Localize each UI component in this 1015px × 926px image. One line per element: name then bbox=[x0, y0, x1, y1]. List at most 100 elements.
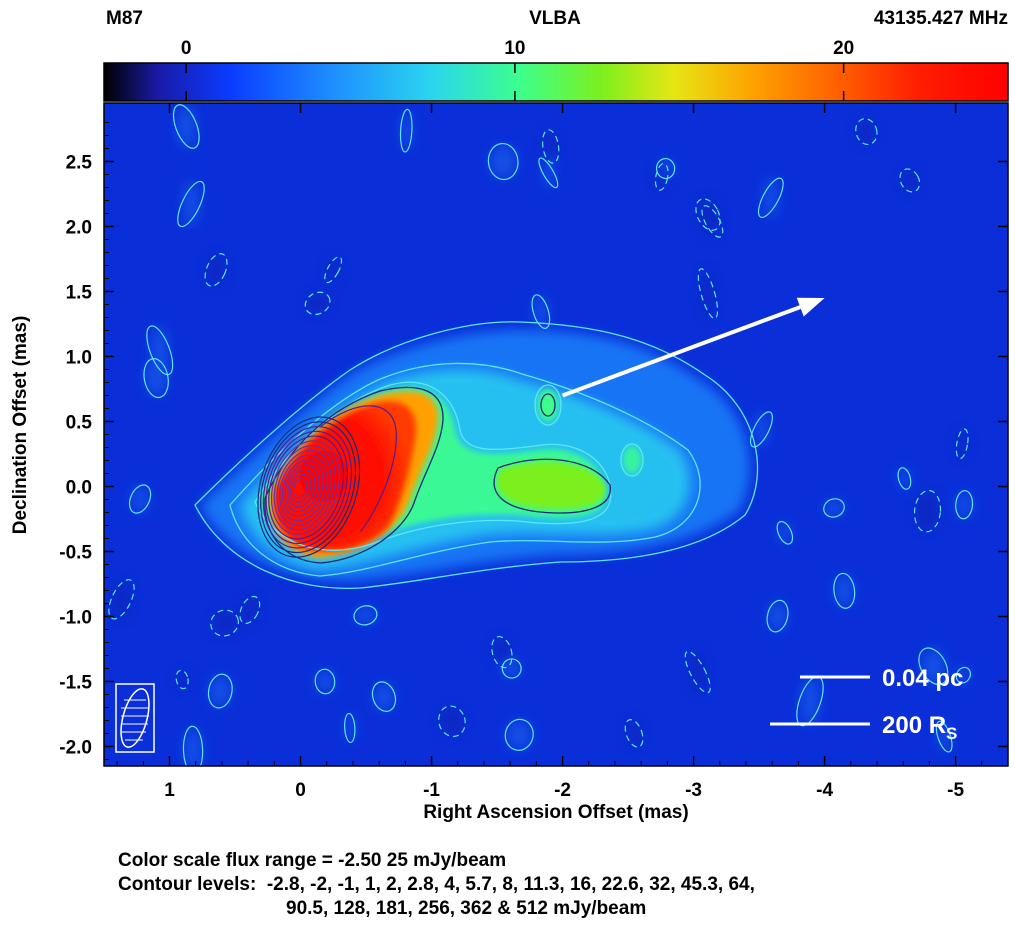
noise-contour bbox=[371, 681, 397, 712]
noise-contour bbox=[531, 294, 551, 329]
noise-contour bbox=[146, 325, 174, 376]
noise-contour bbox=[749, 411, 773, 448]
y-tick-label: -2.0 bbox=[59, 738, 92, 759]
noise-contour bbox=[823, 498, 845, 518]
noise-patch bbox=[112, 580, 131, 619]
noise-contour bbox=[918, 647, 949, 685]
y-tick-label: -1.5 bbox=[59, 673, 92, 694]
negative-contour bbox=[654, 163, 669, 191]
y-tick-label: 1.5 bbox=[66, 283, 93, 304]
noise-contour bbox=[757, 177, 784, 218]
noise-patch bbox=[209, 675, 231, 707]
x-tick-label: -4 bbox=[816, 780, 833, 801]
noise-patch bbox=[493, 637, 511, 667]
header-center: VLBA bbox=[529, 8, 581, 29]
scale-bar-rs: 200 RS bbox=[770, 712, 957, 743]
noise-contour bbox=[897, 467, 912, 490]
x-tick-label: 1 bbox=[164, 780, 175, 801]
negative-contour bbox=[855, 118, 878, 146]
core-contour bbox=[270, 440, 340, 535]
negative-contour bbox=[438, 705, 466, 738]
negative-contour bbox=[695, 198, 721, 231]
core-contour bbox=[290, 473, 312, 503]
core-contour bbox=[287, 468, 316, 508]
noise-contour bbox=[353, 605, 378, 626]
header-left: M87 bbox=[106, 8, 143, 29]
core-contour bbox=[262, 425, 353, 549]
core-contour bbox=[276, 449, 332, 526]
noise-patch bbox=[503, 659, 521, 678]
scale-bar-pc: 0.04 pc bbox=[800, 665, 963, 692]
noise-patch bbox=[440, 707, 464, 736]
noise-contour bbox=[314, 668, 336, 695]
noise-patch bbox=[691, 651, 705, 693]
x-tick-label: 0 bbox=[295, 780, 306, 801]
jet-direction-arrow bbox=[561, 297, 825, 398]
core-contour bbox=[281, 459, 324, 517]
noise-patch bbox=[779, 521, 791, 544]
negative-contour bbox=[304, 291, 331, 316]
negative-contour bbox=[913, 489, 942, 533]
noise-contour bbox=[935, 720, 953, 753]
noise-patch bbox=[176, 105, 196, 148]
noise-patch bbox=[835, 575, 854, 607]
plot-area: 0.04 pc 200 RS bbox=[104, 103, 1008, 766]
x-tick-label: -5 bbox=[947, 780, 964, 801]
colorbar-tick-label: 10 bbox=[504, 38, 525, 59]
noise-contour bbox=[182, 725, 204, 766]
core-contour bbox=[273, 445, 336, 531]
negative-contour bbox=[210, 609, 240, 637]
noise-patch bbox=[768, 601, 787, 631]
noise-contour bbox=[655, 157, 676, 180]
noise-contour bbox=[766, 599, 789, 633]
noise-patch bbox=[701, 270, 714, 317]
noise-patch bbox=[534, 295, 548, 328]
negative-contour bbox=[899, 168, 921, 193]
noise-patch bbox=[401, 111, 412, 150]
noise-contour bbox=[538, 157, 559, 189]
x-tick-label: -2 bbox=[554, 780, 571, 801]
core-contour bbox=[265, 430, 348, 545]
y-axis-label: Declination Offset (mas) bbox=[10, 316, 31, 535]
negative-contour bbox=[541, 129, 560, 164]
negative-contour bbox=[175, 669, 189, 690]
noise-patch bbox=[922, 648, 945, 684]
noise-patch bbox=[131, 485, 149, 513]
header-right: 43135.427 MHz bbox=[874, 8, 1008, 29]
noise-patch bbox=[899, 468, 910, 489]
y-tick-label: 2.0 bbox=[66, 218, 92, 239]
x-tick-label: -3 bbox=[685, 780, 702, 801]
noise-patch bbox=[345, 714, 355, 742]
noise-patch bbox=[857, 119, 876, 144]
beam-indicator bbox=[115, 683, 155, 753]
noise-patch bbox=[543, 157, 553, 188]
core-contour bbox=[320, 405, 397, 532]
y-tick-label: 1.0 bbox=[66, 348, 92, 369]
noise-patch bbox=[374, 683, 394, 711]
noise-patch bbox=[506, 720, 532, 749]
core-contour bbox=[260, 421, 357, 554]
noise-patch bbox=[957, 430, 968, 458]
noise-contour bbox=[955, 490, 974, 520]
scale-bar-rs-subscript: S bbox=[946, 724, 957, 743]
negative-contour bbox=[684, 650, 711, 694]
caption-contour-levels-cont: 90.5, 128, 181, 256, 362 & 512 mJy/beam bbox=[286, 898, 647, 919]
noise-patch bbox=[800, 677, 820, 725]
noise-patch bbox=[824, 499, 844, 517]
negative-contour bbox=[955, 428, 969, 460]
core-contour bbox=[268, 435, 344, 540]
noise-patch bbox=[151, 327, 169, 374]
negative-contour bbox=[701, 205, 724, 238]
noise-patch bbox=[176, 671, 188, 688]
noise-contour bbox=[504, 718, 534, 751]
y-tick-label: 0.5 bbox=[66, 413, 93, 434]
noise-patch bbox=[184, 728, 202, 766]
colorbar-tick-label: 20 bbox=[833, 38, 854, 59]
negative-contour bbox=[624, 719, 644, 748]
negative-contour bbox=[108, 579, 135, 620]
noise-patch bbox=[355, 606, 376, 624]
y-tick-label: 2.5 bbox=[66, 153, 93, 174]
noise-patch bbox=[957, 667, 970, 683]
y-axis: 2.5 2.0 1.5 1.0 0.5 0.0 -0.5 -1.0 -1.5 -2.0 bbox=[59, 122, 1008, 760]
noise-contour bbox=[177, 180, 205, 228]
